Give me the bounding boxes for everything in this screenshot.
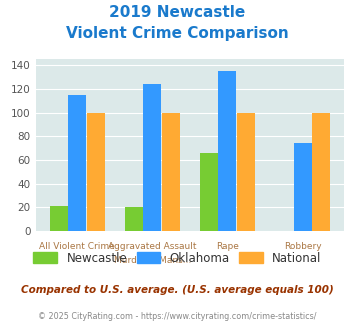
Bar (87, 113, 105, 231)
Text: Violent Crime Comparison: Violent Crime Comparison (66, 26, 289, 41)
Text: Rape: Rape (216, 242, 239, 251)
Bar (237, 113, 255, 231)
Bar (312, 113, 330, 231)
Text: Compared to U.S. average. (U.S. average equals 100): Compared to U.S. average. (U.S. average … (21, 285, 334, 295)
Text: All Violent Crime: All Violent Crime (39, 242, 115, 251)
Text: Aggravated Assault: Aggravated Assault (108, 242, 197, 251)
Bar (294, 144, 312, 231)
Bar (68, 95, 86, 231)
Bar (218, 71, 236, 231)
Legend: Newcastle, Oklahoma, National: Newcastle, Oklahoma, National (29, 247, 326, 269)
Text: © 2025 CityRating.com - https://www.cityrating.com/crime-statistics/: © 2025 CityRating.com - https://www.city… (38, 312, 317, 321)
Bar (162, 113, 180, 231)
Bar (143, 84, 162, 231)
Text: Robbery: Robbery (284, 242, 321, 251)
Text: 2019 Newcastle: 2019 Newcastle (109, 5, 246, 20)
Text: Murder & Mans...: Murder & Mans... (114, 256, 191, 265)
Bar (200, 153, 218, 231)
Bar (125, 207, 143, 231)
Bar (50, 206, 67, 231)
